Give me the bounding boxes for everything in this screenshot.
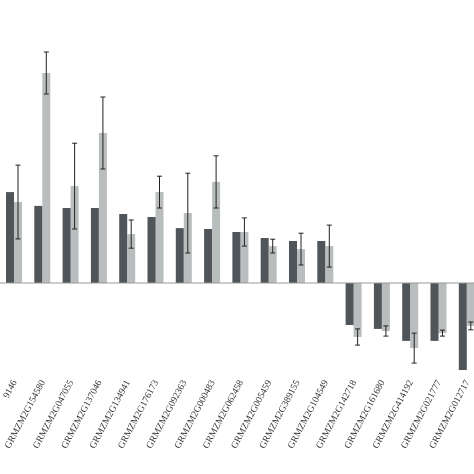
- bar: [34, 205, 43, 283]
- bar: [353, 283, 362, 337]
- error-bar: [383, 325, 389, 337]
- error-bar: [326, 224, 332, 268]
- bar: [317, 241, 326, 283]
- bar: [6, 192, 14, 283]
- error-bar: [43, 51, 49, 95]
- error-bar: [298, 232, 304, 266]
- bar: [430, 283, 439, 341]
- bar: [155, 192, 164, 283]
- bar: [42, 73, 51, 283]
- error-bar: [100, 96, 106, 170]
- bar: [240, 232, 249, 283]
- error-bar: [213, 155, 219, 209]
- error-bar: [128, 219, 134, 249]
- bar: [381, 283, 390, 331]
- bar: [204, 229, 213, 283]
- bar: [289, 241, 297, 283]
- bar: [212, 181, 221, 283]
- bar: [268, 246, 277, 283]
- bar: [127, 234, 136, 283]
- bar: [458, 283, 467, 370]
- error-bar: [15, 164, 21, 240]
- error-bar: [241, 217, 247, 247]
- error-bar: [72, 142, 78, 230]
- error-bar: [270, 238, 276, 254]
- bar: [373, 283, 382, 329]
- bar: [98, 133, 107, 283]
- error-bar: [355, 328, 361, 346]
- error-bar: [157, 175, 162, 209]
- bar: [297, 249, 305, 283]
- bar: [410, 283, 419, 349]
- bar: [402, 283, 411, 341]
- bar: [147, 217, 156, 283]
- bar: [345, 283, 354, 325]
- bar: [466, 283, 474, 326]
- bar: [232, 232, 241, 283]
- bar: [438, 283, 447, 334]
- bar: [119, 214, 128, 283]
- bar: [260, 238, 269, 283]
- error-bar: [440, 329, 445, 337]
- bar: [90, 208, 99, 283]
- bar: [62, 208, 71, 283]
- bar: [175, 228, 184, 283]
- bar: [70, 186, 79, 283]
- error-bar: [185, 172, 191, 254]
- error-bar: [411, 332, 417, 364]
- x-tick-label: 9146: [2, 378, 20, 400]
- error-bar: [468, 321, 474, 331]
- bar: [14, 202, 22, 283]
